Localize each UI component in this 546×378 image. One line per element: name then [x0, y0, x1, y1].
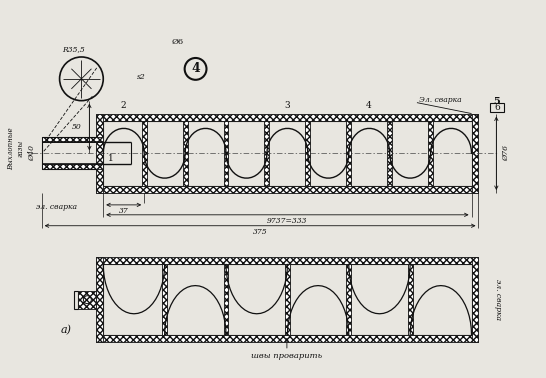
Text: 2: 2: [120, 101, 126, 110]
Bar: [472, 257, 478, 342]
Bar: [428, 121, 433, 186]
Bar: [223, 121, 228, 186]
Bar: [223, 265, 228, 335]
Bar: [41, 137, 103, 143]
Bar: [142, 121, 147, 186]
Bar: [305, 121, 310, 186]
Text: 37: 37: [119, 207, 129, 215]
Text: Эл. сварка: Эл. сварка: [419, 96, 461, 104]
Bar: [264, 121, 269, 186]
Bar: [96, 335, 478, 342]
Bar: [162, 265, 167, 335]
Bar: [74, 291, 79, 308]
Text: 6: 6: [495, 103, 500, 112]
Bar: [96, 113, 478, 121]
Bar: [96, 186, 478, 193]
Text: s2: s2: [136, 73, 145, 81]
Bar: [96, 257, 103, 342]
Text: 1: 1: [108, 154, 114, 163]
Text: R35,5: R35,5: [62, 45, 85, 53]
Text: а): а): [61, 325, 72, 335]
Bar: [182, 121, 188, 186]
Bar: [472, 113, 478, 193]
Bar: [96, 257, 478, 265]
Bar: [79, 291, 96, 308]
Text: Ø6: Ø6: [171, 38, 184, 46]
Text: эл. сварка: эл. сварка: [36, 203, 77, 211]
Text: Ø76: Ø76: [502, 145, 511, 161]
Text: 5: 5: [493, 97, 500, 106]
Bar: [387, 121, 392, 186]
Text: эл. сварка: эл. сварка: [494, 279, 502, 320]
Text: Ø40: Ø40: [28, 145, 36, 161]
Bar: [41, 164, 103, 169]
Bar: [346, 121, 351, 186]
Bar: [103, 121, 472, 186]
Bar: [96, 113, 103, 193]
Text: 375: 375: [253, 228, 268, 236]
Text: Выхлопные
газы: Выхлопные газы: [7, 127, 25, 170]
Bar: [103, 265, 472, 335]
Text: 4: 4: [365, 101, 371, 110]
Text: 9737=333: 9737=333: [267, 217, 307, 225]
Text: 50: 50: [72, 123, 81, 131]
Bar: [490, 103, 505, 112]
Text: швы проварить: швы проварить: [251, 352, 323, 360]
Text: 3: 3: [284, 101, 290, 110]
Bar: [346, 265, 351, 335]
Text: 4: 4: [191, 62, 200, 75]
Bar: [408, 265, 413, 335]
Bar: [285, 265, 290, 335]
